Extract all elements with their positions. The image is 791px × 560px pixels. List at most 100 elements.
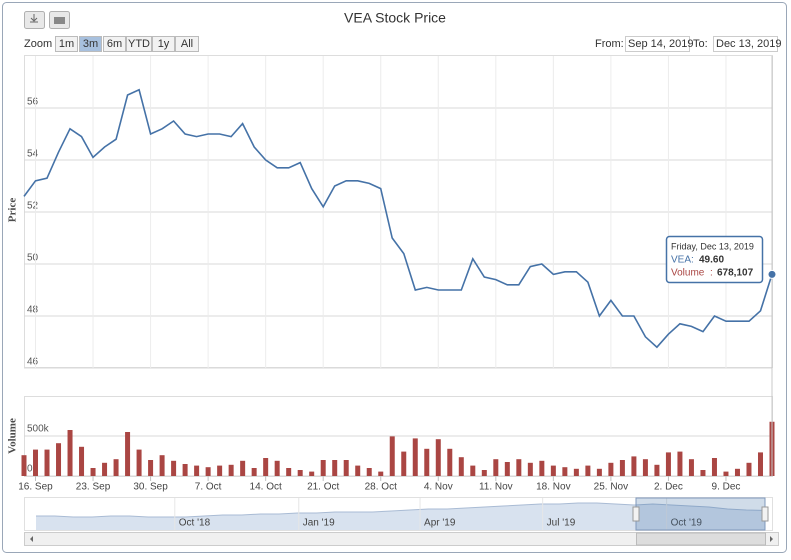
range-button[interactable]: [152, 36, 175, 52]
tooltip-value: 49.60: [699, 255, 724, 266]
volume-bar: [481, 470, 487, 476]
volume-bar: [389, 436, 395, 476]
volume-bar: [136, 449, 142, 476]
volume-bar: [274, 460, 280, 476]
range-button-label: 3m: [83, 38, 98, 50]
from-input[interactable]: [625, 36, 690, 52]
volume-bar: [33, 449, 39, 476]
volume-bar: [102, 462, 108, 476]
range-button-label: 1y: [158, 38, 170, 50]
x-tick-label: 25. Nov: [594, 482, 628, 493]
volume-bar: [516, 459, 522, 476]
volume-bar: [550, 465, 556, 476]
from-label: From:: [595, 38, 624, 50]
volume-bar: [90, 468, 96, 476]
volume-bar: [711, 458, 717, 476]
volume-bar: [458, 457, 464, 476]
volume-bar: [378, 471, 384, 476]
y-tick-label: 46: [27, 357, 39, 368]
range-button[interactable]: [55, 36, 78, 52]
volume-bar: [619, 460, 625, 476]
range-button-label: All: [181, 38, 193, 50]
volume-bar: [205, 467, 211, 476]
to-label: To:: [693, 38, 708, 50]
range-button[interactable]: [126, 36, 152, 52]
scrollbar-thumb[interactable]: [636, 532, 766, 546]
x-tick-label: 21. Oct: [307, 482, 339, 493]
price-line: [23, 88, 773, 349]
volume-bar: [263, 458, 269, 476]
volume-bar: [56, 443, 62, 476]
hover-marker: [767, 269, 777, 279]
volume-bar: [355, 465, 361, 476]
volume-bar: [665, 452, 671, 476]
volume-bar: [171, 460, 177, 476]
volume-bar: [596, 468, 602, 476]
volume-bar: [412, 438, 418, 476]
chart-title: VEA Stock Price: [344, 10, 446, 26]
volume-bar: [642, 459, 648, 476]
volume-bar: [228, 464, 234, 476]
volume-bar: [240, 460, 246, 476]
zoom-label: Zoom: [24, 38, 52, 50]
tooltip-sep: :: [691, 255, 694, 266]
y2-tick-label: 500k: [27, 424, 50, 435]
volume-bar: [332, 460, 338, 476]
volume-bar: [573, 468, 579, 476]
volume-bar: [217, 465, 223, 476]
volume-bar: [79, 446, 85, 476]
navigator-tick-label: Oct '18: [179, 518, 211, 529]
navigator-handle[interactable]: [761, 506, 769, 522]
y-tick-label: 54: [27, 149, 39, 160]
x-tick-label: 30. Sep: [133, 482, 168, 493]
volume-bar: [539, 460, 545, 476]
volume-bar: [527, 462, 533, 476]
y-axis-title: Price: [7, 198, 19, 223]
tooltip-value: 678,107: [717, 268, 754, 279]
volume-bar: [654, 464, 660, 476]
volume-bar: [562, 467, 568, 476]
y-tick-label: 56: [27, 97, 39, 108]
volume-bar: [470, 465, 476, 476]
volume-bar: [343, 460, 349, 476]
x-tick-label: 2. Dec: [654, 482, 683, 493]
scrollbar[interactable]: [24, 532, 779, 546]
tooltip-header: Friday, Dec 13, 2019: [671, 241, 754, 251]
range-button[interactable]: [175, 36, 199, 52]
volume-bar: [309, 471, 315, 476]
range-button-label: 6m: [107, 38, 122, 50]
tooltip-series-name: VEA: [671, 255, 691, 266]
to-input[interactable]: [713, 36, 778, 52]
range-button[interactable]: [103, 36, 126, 52]
x-tick-label: 16. Sep: [18, 482, 53, 493]
volume-bar: [746, 462, 752, 476]
volume-bar: [631, 456, 637, 476]
volume-bar: [286, 468, 292, 476]
volume-bar: [700, 470, 706, 476]
volume-bar: [297, 470, 303, 476]
x-tick-label: 4. Nov: [424, 482, 453, 493]
to-value: Dec 13, 2019: [716, 38, 781, 50]
y-tick-label: 48: [27, 305, 39, 316]
x-tick-label: 28. Oct: [365, 482, 397, 493]
navigator-handle[interactable]: [632, 506, 640, 522]
download-icon: [30, 14, 38, 23]
volume-bar: [608, 462, 614, 476]
tooltip: Friday, Dec 13, 2019VEA:49.60Volume:678,…: [665, 235, 764, 284]
volume-bar: [67, 430, 73, 476]
volume-bar: [504, 462, 510, 476]
volume-bar: [194, 465, 200, 476]
volume-bar: [585, 465, 591, 476]
from-value: Sep 14, 2019: [628, 38, 693, 50]
navigator-tick-label: Oct '19: [671, 518, 703, 529]
x-tick-label: 23. Sep: [76, 482, 111, 493]
range-button[interactable]: [79, 36, 102, 52]
volume-bar: [734, 468, 740, 476]
x-tick-label: 7. Oct: [195, 482, 222, 493]
volume-bar: [435, 439, 441, 476]
navigator-tick-label: Apr '19: [424, 518, 456, 529]
navigator-tick-label: Jul '19: [547, 518, 576, 529]
navigator-line: [36, 502, 766, 518]
x-tick-label: 18. Nov: [536, 482, 570, 493]
volume-bar: [21, 455, 27, 476]
